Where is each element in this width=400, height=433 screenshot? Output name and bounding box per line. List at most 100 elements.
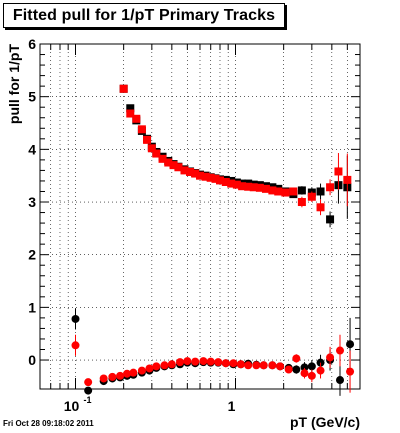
- data-point: [143, 135, 152, 144]
- data-point: [221, 178, 230, 186]
- data-point: [292, 354, 301, 363]
- x-tick-label: 10: [64, 398, 80, 414]
- data-point: [129, 368, 138, 377]
- data-point: [274, 187, 283, 196]
- grid-lines: [39, 43, 361, 389]
- y-tick-label: 0: [28, 352, 36, 368]
- data-point: [164, 158, 173, 167]
- data-point: [336, 376, 345, 385]
- data-point: [176, 358, 185, 367]
- data-point: [281, 188, 290, 197]
- data-point: [221, 359, 230, 368]
- data-point: [196, 171, 204, 180]
- data-point: [300, 369, 309, 378]
- data-point: [132, 114, 141, 123]
- data-point: [201, 172, 210, 181]
- data-point: [123, 369, 132, 378]
- data-point: [300, 363, 309, 372]
- data-point: [346, 367, 355, 376]
- data-point: [326, 183, 335, 192]
- y-tick-label: 6: [28, 36, 36, 52]
- data-point: [238, 182, 247, 191]
- x-tick-label: 1: [228, 398, 236, 414]
- data-point: [191, 357, 200, 366]
- data-point: [152, 362, 161, 371]
- data-point: [346, 340, 355, 349]
- data-point: [183, 357, 192, 366]
- data-point: [215, 176, 224, 185]
- data-point: [292, 365, 301, 374]
- data-point: [236, 360, 245, 369]
- data-point: [336, 346, 345, 355]
- data-point: [316, 187, 325, 196]
- data-point: [244, 361, 253, 370]
- data-point: [119, 84, 128, 93]
- y-tick-label: 5: [28, 89, 36, 105]
- data-point: [259, 361, 268, 370]
- data-point: [307, 362, 316, 371]
- data-point: [268, 186, 277, 195]
- data-point: [137, 366, 146, 375]
- data-point: [160, 361, 169, 370]
- data-point: [297, 186, 306, 195]
- data-point: [249, 183, 258, 192]
- data-point: [108, 372, 117, 381]
- data-point: [252, 361, 261, 370]
- x-axis-label: pT (GeV/c): [290, 414, 360, 430]
- data-point: [232, 180, 241, 189]
- data-point: [316, 366, 325, 375]
- data-point: [343, 175, 352, 184]
- data-point: [289, 187, 298, 196]
- data-point: [174, 163, 183, 172]
- y-tick-label: 1: [28, 299, 36, 315]
- data-point: [244, 182, 253, 191]
- y-tick-label: 4: [28, 141, 36, 157]
- data-point: [180, 166, 189, 175]
- data-point: [206, 173, 215, 182]
- data-point: [191, 169, 200, 178]
- data-point: [84, 378, 93, 387]
- data-point: [334, 167, 343, 176]
- data-point: [227, 179, 236, 188]
- data-point: [326, 353, 335, 362]
- data-point: [71, 341, 80, 350]
- data-point: [214, 358, 223, 367]
- data-point: [169, 161, 178, 170]
- data-point: [199, 357, 208, 366]
- data-point: [126, 104, 135, 113]
- data-point: [137, 125, 146, 134]
- data-point: [307, 371, 316, 380]
- data-points: [71, 84, 355, 396]
- data-point: [276, 362, 285, 371]
- data-point: [126, 109, 135, 118]
- axes: 0 1 2 3 4 5 6 10 -1 1: [28, 36, 361, 414]
- data-point: [84, 386, 93, 395]
- data-point: [255, 183, 264, 192]
- data-point: [71, 314, 80, 323]
- data-point: [206, 357, 215, 366]
- data-point: [147, 144, 156, 153]
- data-point: [145, 364, 154, 373]
- data-point: [211, 174, 220, 183]
- chart-title: Fitted pull for 1/pT Primary Tracks: [3, 3, 285, 28]
- data-point: [167, 360, 176, 369]
- y-tick-label: 3: [28, 194, 36, 210]
- data-point: [99, 374, 108, 383]
- data-point: [261, 184, 270, 193]
- y-axis-label: pull for 1/pT: [6, 44, 22, 125]
- data-point: [186, 167, 195, 176]
- data-point: [268, 361, 277, 370]
- data-point: [116, 371, 125, 380]
- timestamp-label: Fri Oct 28 09:18:02 2011: [3, 419, 94, 428]
- data-point: [297, 198, 306, 207]
- data-point: [284, 365, 293, 374]
- data-point: [158, 154, 167, 163]
- data-point: [316, 203, 325, 212]
- data-point: [326, 215, 335, 224]
- y-tick-label: 2: [28, 247, 36, 263]
- data-point: [152, 149, 161, 158]
- data-point: [307, 192, 316, 201]
- x-tick-label-exponent: -1: [83, 395, 91, 405]
- data-point: [229, 359, 238, 368]
